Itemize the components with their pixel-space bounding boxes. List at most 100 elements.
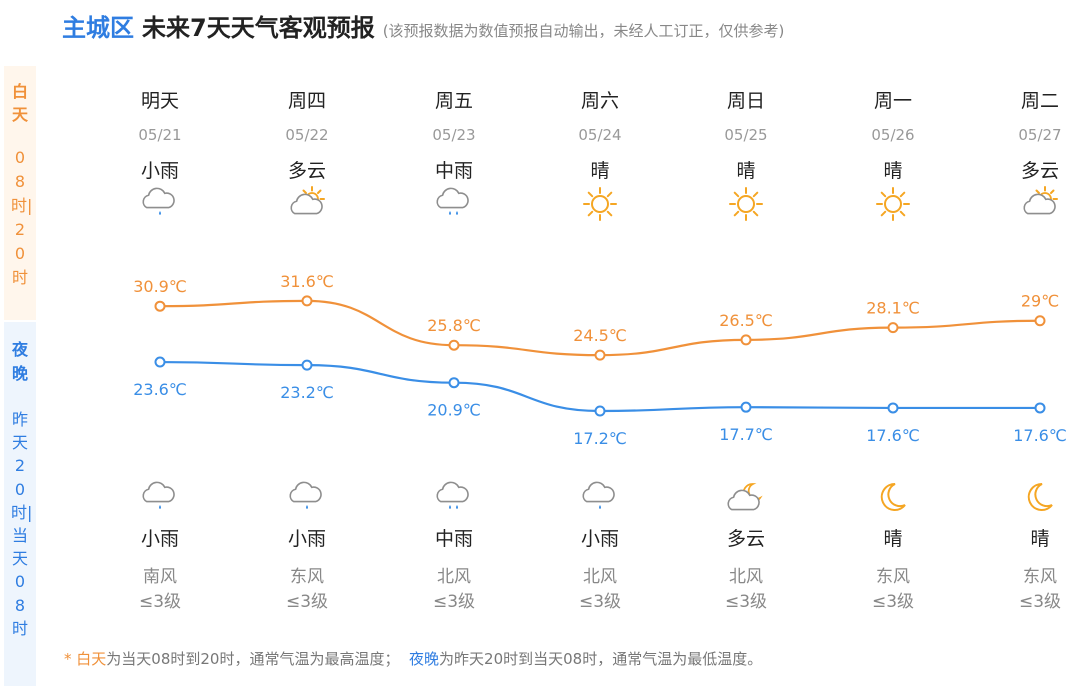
high-temp-point[interactable] [740, 334, 752, 346]
partly-cloudy-icon [985, 184, 1080, 224]
day-name: 周一 [873, 90, 912, 112]
wind-level: ≤3级 [1018, 592, 1062, 612]
wind-direction: 东风 [1023, 567, 1057, 587]
day-period-label: 白天 08时|20时 [4, 66, 36, 320]
day-label: 白天 [11, 82, 28, 125]
region-name[interactable]: 主城区 [62, 14, 134, 42]
footnote: * 白天为当天08时到20时，通常气温为最高温度； 夜晚为昨天20时到当天08时… [64, 648, 762, 669]
wind-level: ≤3级 [724, 592, 768, 612]
light-rain-icon [105, 478, 215, 518]
moon-icon [838, 478, 948, 518]
low-temp-point[interactable] [740, 401, 752, 413]
day-name: 明天 [140, 90, 179, 112]
high-temp-label: 28.1℃ [866, 299, 920, 318]
footnote-day-word: 白天 [76, 650, 107, 668]
low-temp-point[interactable] [154, 356, 166, 368]
high-temp-label: 24.5℃ [573, 326, 627, 345]
wind-direction: 东风 [876, 567, 910, 587]
night-period-label: 夜晚 昨天20时|当天08时 [4, 322, 36, 686]
moderate-rain-icon [399, 184, 509, 224]
page-title: 未来7天天气客观预报 [142, 14, 375, 42]
wind-direction: 北风 [437, 567, 471, 587]
wind-direction: 南风 [143, 567, 177, 587]
footnote-day-text: 为当天08时到20时，通常气温为最高温度； [106, 650, 400, 668]
wind-level: ≤3级 [138, 592, 182, 612]
sunny-icon [691, 184, 801, 224]
day-name: 周六 [580, 90, 619, 112]
light-rain-icon [252, 478, 362, 518]
high-temp-label: 31.6℃ [280, 272, 334, 291]
low-temp-point[interactable] [887, 402, 899, 414]
day-weather: 多云 [287, 160, 326, 182]
night-weather: 晴 [1030, 528, 1050, 550]
cloudy-night-icon [691, 478, 801, 518]
day-date: 05/24 [578, 126, 622, 144]
day-weather: 小雨 [140, 160, 179, 182]
low-temp-label: 23.2℃ [280, 383, 334, 402]
low-temp-label: 17.2℃ [573, 429, 627, 448]
day-name: 周二 [1020, 90, 1059, 112]
page-header: 主城区 未来7天天气客观预报 (该预报数据为数值预报自动输出，未经人工订正，仅供参考… [62, 8, 784, 42]
wind-level: ≤3级 [432, 592, 476, 612]
day-date: 05/22 [285, 126, 329, 144]
day-weather: 晴 [736, 160, 756, 182]
wind-level: ≤3级 [871, 592, 915, 612]
low-temp-label: 17.7℃ [719, 425, 773, 444]
night-label: 夜晚 [11, 340, 28, 383]
high-temp-point[interactable] [594, 349, 606, 361]
footnote-night-text: 为昨天20时到当天08时，通常气温为最低温度。 [439, 650, 763, 668]
day-name: 周日 [726, 90, 765, 112]
day-date: 05/27 [1018, 126, 1062, 144]
night-weather: 小雨 [287, 528, 326, 550]
high-temp-point[interactable] [1034, 315, 1046, 327]
day-name: 周五 [434, 90, 473, 112]
high-temp-point[interactable] [887, 322, 899, 334]
night-weather: 小雨 [140, 528, 179, 550]
day-date: 05/26 [871, 126, 915, 144]
low-temp-label: 17.6℃ [866, 426, 920, 445]
sunny-icon [838, 184, 948, 224]
night-weather: 多云 [726, 528, 765, 550]
day-weather: 多云 [1020, 160, 1059, 182]
day-range: 08时|20时 [11, 148, 33, 288]
low-temp-point[interactable] [448, 377, 460, 389]
partly-cloudy-icon [252, 184, 362, 224]
night-range: 昨天20时|当天08时 [11, 410, 33, 638]
day-weather: 晴 [883, 160, 903, 182]
high-temp-label: 30.9℃ [133, 277, 187, 296]
wind-direction: 东风 [290, 567, 324, 587]
high-temp-point[interactable] [448, 339, 460, 351]
high-temp-point[interactable] [154, 300, 166, 312]
night-weather: 小雨 [580, 528, 619, 550]
page-subtitle: (该预报数据为数值预报自动输出，未经人工订正，仅供参考) [382, 22, 785, 40]
day-date: 05/21 [138, 126, 182, 144]
wind-direction: 北风 [729, 567, 763, 587]
low-temp-label: 17.6℃ [1013, 426, 1067, 445]
high-temp-label: 29℃ [1021, 292, 1059, 311]
high-temp-label: 26.5℃ [719, 311, 773, 330]
day-date: 05/25 [724, 126, 768, 144]
day-date: 05/23 [432, 126, 476, 144]
footnote-star: * [64, 650, 77, 668]
low-temp-label: 23.6℃ [133, 380, 187, 399]
wind-direction: 北风 [583, 567, 617, 587]
wind-level: ≤3级 [578, 592, 622, 612]
high-temp-point[interactable] [301, 295, 313, 307]
moderate-rain-icon [399, 478, 509, 518]
footnote-night-word: 夜晚 [409, 650, 440, 668]
low-temp-point[interactable] [301, 359, 313, 371]
wind-level: ≤3级 [285, 592, 329, 612]
day-weather: 中雨 [434, 160, 473, 182]
low-temp-label: 20.9℃ [427, 401, 481, 420]
low-temp-point[interactable] [594, 405, 606, 417]
day-weather: 晴 [590, 160, 610, 182]
light-rain-icon [545, 478, 655, 518]
sunny-icon [545, 184, 655, 224]
night-weather: 中雨 [434, 528, 473, 550]
high-temp-label: 25.8℃ [427, 316, 481, 335]
day-name: 周四 [287, 90, 326, 112]
low-temp-point[interactable] [1034, 402, 1046, 414]
night-weather: 晴 [883, 528, 903, 550]
